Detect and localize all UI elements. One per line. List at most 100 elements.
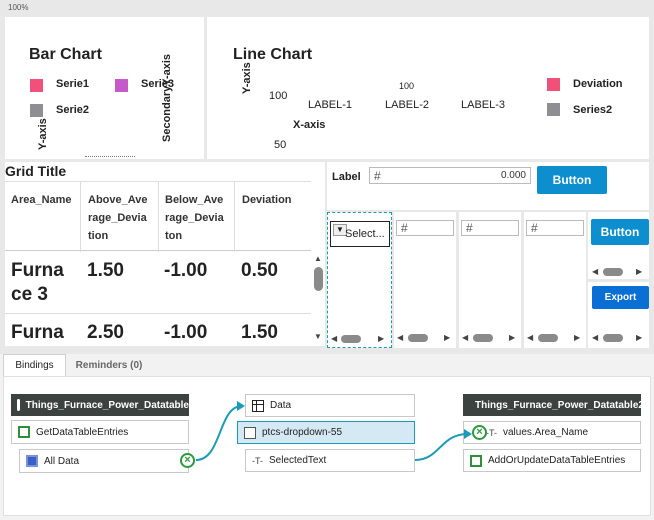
- scroll-left-icon[interactable]: ◀: [462, 333, 469, 342]
- line-label-2: LABEL-2: [385, 99, 430, 111]
- scroll-left-icon[interactable]: ◀: [397, 333, 404, 342]
- tab-bindings[interactable]: Bindings: [3, 354, 66, 376]
- grid-col-below-line3: ton: [165, 230, 183, 242]
- bar-chart-title: Bar Chart: [29, 46, 102, 63]
- panel-splitter[interactable]: [0, 350, 654, 354]
- scrollbar-thumb[interactable]: [603, 334, 623, 342]
- legend-series2-label: Series2: [573, 104, 613, 116]
- grid-col-above-line1: Above_Ave: [88, 194, 148, 206]
- grid-col-below-line2: rage_Devia: [165, 212, 224, 224]
- area-name-param[interactable]: -T- values.Area_Name: [463, 421, 641, 444]
- scrollbar-thumb[interactable]: [538, 334, 558, 342]
- scroll-right-icon[interactable]: ▶: [636, 267, 643, 276]
- grid-col-area[interactable]: Area_Name: [5, 191, 80, 209]
- legend-serie1-label: Serie1: [56, 78, 90, 90]
- all-data-output[interactable]: All Data: [19, 449, 189, 473]
- grid-cell-below: -1.00: [164, 322, 208, 343]
- left-thing-header[interactable]: Things_Furnace_Power_Datatable: [11, 394, 189, 416]
- table-row[interactable]: Furna 2.50 -1.00 1.50: [5, 315, 311, 346]
- line-chart-title: Line Chart: [233, 46, 313, 63]
- number-field[interactable]: #: [526, 220, 584, 236]
- grid-scroll-down-icon[interactable]: ▼: [314, 332, 322, 341]
- legend-serie3-label: Serie3: [141, 78, 175, 90]
- grid-col-below[interactable]: Below_Ave rage_Devia ton: [158, 182, 234, 252]
- scroll-left-icon[interactable]: ◀: [592, 333, 599, 342]
- hash-icon: #: [466, 221, 473, 235]
- scroll-left-icon[interactable]: ◀: [592, 267, 599, 276]
- dropdown-scroll-left-icon[interactable]: ◀: [331, 334, 338, 343]
- grid-col-above[interactable]: Above_Ave rage_Devia tion: [80, 182, 158, 252]
- grid-cell-area: Furna ce 3: [11, 259, 64, 307]
- data-label: Data: [270, 400, 292, 411]
- grid-col-deviation[interactable]: Deviation: [234, 182, 311, 252]
- grid-cell-area-line2: ce 3: [11, 284, 48, 305]
- add-update-label: AddOrUpdateDataTableEntries: [488, 455, 626, 466]
- grid-cell-deviation: 1.50: [241, 322, 278, 343]
- grid-cell-area: Furna: [11, 321, 64, 345]
- number-field[interactable]: # 0.000: [369, 167, 531, 184]
- number-field-value: 0.000: [500, 170, 526, 181]
- selected-text-label: SelectedText: [269, 455, 327, 466]
- dropdown-scroll-right-icon[interactable]: ▶: [378, 334, 385, 343]
- number-field[interactable]: #: [461, 220, 519, 236]
- grid-col-above-line3: tion: [88, 230, 109, 242]
- export-button[interactable]: Export: [592, 286, 649, 309]
- dropdown-scrollbar-thumb[interactable]: [341, 335, 361, 343]
- selected-text-output[interactable]: -T- SelectedText: [245, 449, 415, 472]
- number-column-2: # ◀ ▶: [459, 212, 521, 348]
- scrollbar-thumb[interactable]: [473, 334, 493, 342]
- text-type-icon: -T-: [486, 427, 497, 438]
- legend-series2-swatch: [547, 103, 560, 116]
- tab-reminders[interactable]: Reminders (0): [67, 354, 151, 376]
- label-widget-panel: Label # 0.000 Button: [327, 162, 649, 210]
- dropdown-widget-label: ptcs-dropdown-55: [262, 427, 343, 438]
- export-panel: Export ◀ ▶: [588, 282, 649, 348]
- all-data-label: All Data: [44, 455, 80, 467]
- scrollbar-thumb[interactable]: [408, 334, 428, 342]
- right-button-panel: Button ◀ ▶: [588, 212, 649, 279]
- grid-col-deviation-line1: Deviation: [242, 194, 292, 206]
- grid-title: Grid Title: [5, 163, 67, 179]
- hash-icon: #: [374, 169, 381, 183]
- dropdown-widget-node[interactable]: ptcs-dropdown-55: [237, 421, 415, 444]
- line-label-3: LABEL-3: [461, 99, 506, 111]
- get-entries-service[interactable]: GetDataTableEntries: [11, 420, 189, 444]
- line-tick-50: 50: [274, 139, 287, 151]
- hash-icon: #: [531, 221, 538, 235]
- line-x-axis-label: X-axis: [293, 119, 326, 131]
- scroll-left-icon[interactable]: ◀: [527, 333, 534, 342]
- grid-scrollbar-thumb[interactable]: [314, 267, 323, 291]
- right-thing-name: Things_Furnace_Power_Datatable2: [475, 399, 644, 411]
- grid-col-below-line1: Below_Ave: [165, 194, 224, 206]
- grid-scroll-up-icon[interactable]: ▲: [314, 254, 322, 263]
- line-tick-100-left: 100: [269, 90, 288, 102]
- bar-secondary-axis-label: SecondaryY-axis: [161, 53, 173, 142]
- scrollbar-thumb[interactable]: [603, 268, 623, 276]
- scroll-right-icon[interactable]: ▶: [636, 333, 643, 342]
- right-thing-header[interactable]: Things_Furnace_Power_Datatable2: [463, 394, 644, 416]
- add-update-service[interactable]: AddOrUpdateDataTableEntries: [463, 449, 641, 472]
- number-field[interactable]: #: [396, 220, 454, 236]
- left-thing-name: Things_Furnace_Power_Datatable: [25, 399, 189, 411]
- hash-icon: #: [401, 221, 408, 235]
- scroll-right-icon[interactable]: ▶: [444, 333, 451, 342]
- connector-icon[interactable]: ×: [472, 425, 487, 440]
- dropdown-select[interactable]: ▼ Select...: [330, 221, 390, 247]
- dropdown-toggle[interactable]: ▼: [333, 224, 347, 236]
- line-label-1: LABEL-1: [308, 99, 353, 111]
- bar-y-axis-label: Y-axis: [37, 118, 49, 150]
- scroll-right-icon[interactable]: ▶: [509, 333, 516, 342]
- label-row-button[interactable]: Button: [537, 166, 607, 194]
- database-icon: [17, 399, 20, 411]
- bindings-area: Bindings Reminders (0) Things_Furnace_Po…: [0, 354, 654, 520]
- table-row[interactable]: Furna ce 3 1.50 -1.00 0.50: [5, 252, 311, 314]
- dropdown-placeholder: Select...: [345, 228, 385, 240]
- legend-serie3-swatch: [115, 79, 128, 92]
- data-input[interactable]: Data: [245, 394, 415, 417]
- grid-cell-area-line1: Furna: [11, 322, 64, 343]
- right-button[interactable]: Button: [591, 219, 649, 245]
- grid-icon: [252, 399, 264, 412]
- grid-panel: Grid Title Area_Name Above_Ave rage_Devi…: [5, 162, 325, 346]
- scroll-right-icon[interactable]: ▶: [574, 333, 581, 342]
- connector-icon[interactable]: ×: [180, 453, 195, 468]
